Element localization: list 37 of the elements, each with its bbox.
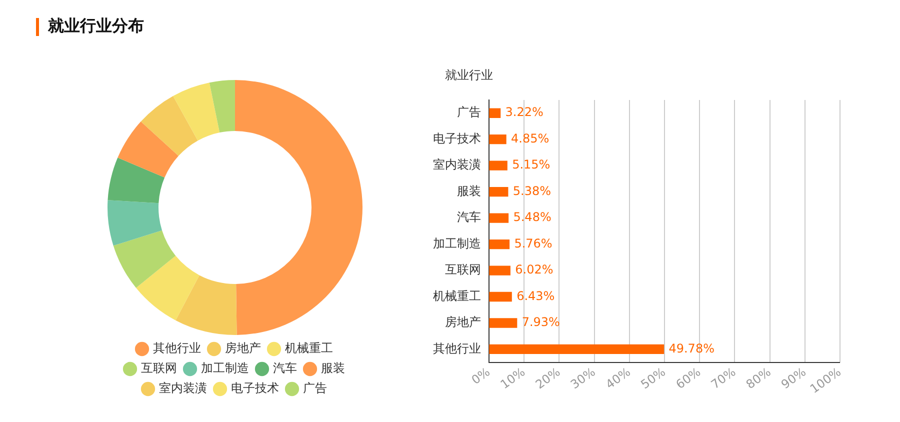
data-label: 6.43%	[516, 288, 555, 303]
legend-label: 电子技术	[231, 381, 279, 396]
x-tick-label: 80%	[744, 364, 774, 392]
y-tick-label: 机械重工	[433, 288, 481, 303]
y-tick-label: 电子技术	[433, 131, 481, 146]
y-axis-title: 就业行业	[445, 68, 493, 82]
legend-label: 广告	[303, 381, 327, 396]
y-tick-label: 互联网	[445, 262, 481, 277]
data-label: 5.38%	[512, 184, 552, 198]
legend-label: 室内装潢	[159, 381, 207, 396]
x-tick-label: 40%	[603, 364, 633, 392]
data-label: 49.78%	[668, 341, 714, 356]
data-label: 7.93%	[522, 315, 560, 330]
y-tick-label: 室内装潢	[433, 158, 481, 172]
data-label: 5.76%	[514, 236, 552, 250]
chart-title: 就业行业分布	[48, 16, 144, 37]
data-label: 6.02%	[515, 262, 554, 277]
legend-label: 服装	[321, 361, 345, 376]
data-label: 5.15%	[512, 158, 550, 172]
x-tick-label: 0%	[468, 364, 493, 388]
y-tick-label: 房地产	[445, 315, 481, 330]
data-label: 3.22%	[505, 105, 544, 120]
legend-label: 机械重工	[285, 341, 333, 356]
x-tick-label: 60%	[673, 364, 704, 392]
y-tick-label: 汽车	[457, 210, 481, 224]
y-tick-label: 加工制造	[433, 236, 481, 250]
legend-label: 汽车	[273, 361, 297, 376]
legend-label: 互联网	[141, 361, 177, 376]
y-tick-label: 服装	[457, 184, 481, 198]
legend-label: 房地产	[225, 341, 261, 356]
y-tick-label: 其他行业	[433, 341, 481, 356]
y-tick-label: 广告	[457, 105, 481, 120]
data-label: 5.48%	[513, 210, 552, 224]
x-tick-label: 70%	[708, 364, 738, 392]
data-label: 4.85%	[511, 131, 550, 146]
legend-label: 其他行业	[153, 341, 201, 356]
legend-label: 加工制造	[201, 361, 249, 376]
